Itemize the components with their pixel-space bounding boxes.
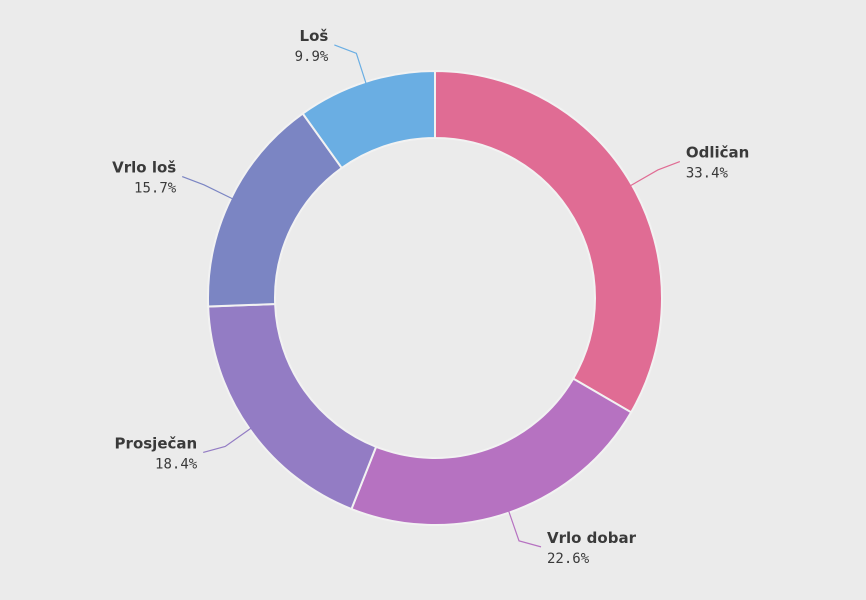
slice-prosjecan[interactable] <box>207 302 378 511</box>
slice-los[interactable] <box>301 69 436 170</box>
label-value-prosjecan: 18.4% <box>155 456 198 472</box>
slice-vrlo-dobar[interactable] <box>350 377 633 526</box>
slice-odlican[interactable] <box>434 69 663 414</box>
label-value-los: 9.9% <box>295 49 329 65</box>
label-value-odlican: 33.4% <box>686 166 729 182</box>
label-name-odlican: Odličan <box>686 144 749 162</box>
slice-vrlo-los[interactable] <box>207 112 344 308</box>
label-value-vrlo-los: 15.7% <box>134 181 177 197</box>
label-name-vrlo-los: Vrlo loš <box>112 159 176 177</box>
label-name-los: Loš <box>300 27 329 45</box>
label-value-vrlo-dobar: 22.6% <box>547 551 590 567</box>
label-name-prosjecan: Prosječan <box>115 434 198 452</box>
leader-line-vrlo-los <box>181 175 234 200</box>
leader-line-prosjecan <box>203 427 252 454</box>
leader-line-odlican <box>629 161 681 187</box>
leader-line-vrlo-dobar <box>507 510 542 548</box>
label-name-vrlo-dobar: Vrlo dobar <box>547 529 637 547</box>
leader-line-los <box>334 44 367 84</box>
